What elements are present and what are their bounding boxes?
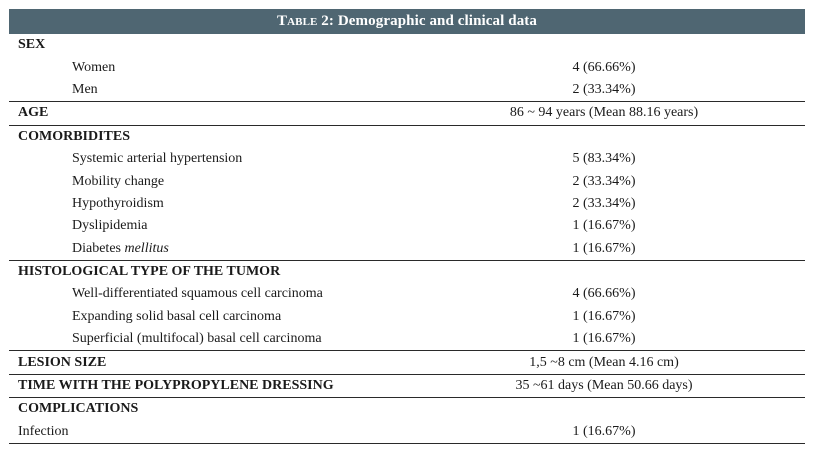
row-value: 1 (16.67%) [572, 331, 636, 347]
row-value: 1 (16.67%) [572, 218, 636, 234]
section-label: TIME WITH THE POLYPROPYLENE DRESSING [18, 378, 334, 394]
row-value: 35 ~61 days (Mean 50.66 days) [515, 378, 693, 394]
table-row: Mobility change 2 (33.34%) [9, 170, 805, 192]
section-age: AGE 86 ~ 94 years (Mean 88.16 years) [9, 101, 805, 124]
table-row: Dyslipidemia 1 (16.67%) [9, 215, 805, 237]
section-dressing-time: TIME WITH THE POLYPROPYLENE DRESSING 35 … [9, 373, 805, 397]
table-row: Diabetes mellitus 1 (16.67%) [9, 238, 805, 260]
table-title-prefix: Table 2: [276, 13, 334, 29]
section-histology: HISTOLOGICAL TYPE OF THE TUMOR [9, 259, 805, 283]
table-row: Superficial (multifocal) basal cell carc… [9, 328, 805, 350]
row-label: Well-differentiated squamous cell carcin… [72, 286, 323, 302]
row-value: 5 (83.34%) [572, 151, 636, 167]
row-value: 1 (16.67%) [572, 423, 636, 439]
section-sex: SEX [9, 34, 805, 56]
section-complications: COMPLICATIONS [9, 397, 805, 420]
row-label: Dyslipidemia [72, 218, 148, 234]
row-value: 1,5 ~8 cm (Mean 4.16 cm) [529, 354, 679, 370]
row-label: Expanding solid basal cell carcinoma [72, 308, 282, 324]
section-label: SEX [18, 37, 46, 53]
row-label: Superficial (multifocal) basal cell carc… [72, 331, 322, 347]
row-label: Systemic arterial hypertension [72, 151, 243, 167]
table-title-text: Demographic and clinical data [334, 13, 538, 29]
row-value: 86 ~ 94 years (Mean 88.16 years) [509, 105, 699, 121]
row-value: 2 (33.34%) [572, 81, 636, 97]
row-value: 1 (16.67%) [572, 308, 636, 324]
table-row: Systemic arterial hypertension 5 (83.34%… [9, 148, 805, 170]
row-value: 4 (66.66%) [572, 286, 636, 302]
table-row: Expanding solid basal cell carcinoma 1 (… [9, 306, 805, 328]
table-row: Infection 1 (16.67%) [9, 421, 805, 445]
row-label: Men [72, 81, 98, 97]
section-label: COMPLICATIONS [18, 401, 139, 417]
table-row: Well-differentiated squamous cell carcin… [9, 283, 805, 305]
section-lesion-size: LESION SIZE 1,5 ~8 cm (Mean 4.16 cm) [9, 350, 805, 373]
table-row: Men 2 (33.34%) [9, 79, 805, 101]
diabetes-label: Diabetes [72, 240, 125, 256]
row-label: Mobility change [72, 173, 165, 189]
section-label: HISTOLOGICAL TYPE OF THE TUMOR [18, 264, 281, 280]
row-value: 4 (66.66%) [572, 59, 636, 75]
row-value: 2 (33.34%) [572, 173, 636, 189]
table-row: Hypothyroidism 2 (33.34%) [9, 193, 805, 215]
row-value: 2 (33.34%) [572, 195, 636, 211]
demographic-table: Table 2: Demographic and clinical data S… [9, 9, 805, 445]
row-label: Diabetes mellitus [9, 241, 169, 257]
diabetes-italic-label: mellitus [124, 240, 169, 256]
section-label: COMORBIDITES [18, 128, 131, 144]
section-label: LESION SIZE [18, 354, 107, 370]
section-label: AGE [18, 105, 49, 121]
table-title: Table 2: Demographic and clinical data [9, 9, 805, 34]
table-row: Women 4 (66.66%) [9, 56, 805, 78]
row-value: 1 (16.67%) [572, 240, 636, 256]
row-label: Infection [18, 423, 69, 439]
section-comorbidities: COMORBIDITES [9, 124, 805, 148]
row-label: Women [72, 59, 116, 75]
row-label: Hypothyroidism [72, 195, 164, 211]
